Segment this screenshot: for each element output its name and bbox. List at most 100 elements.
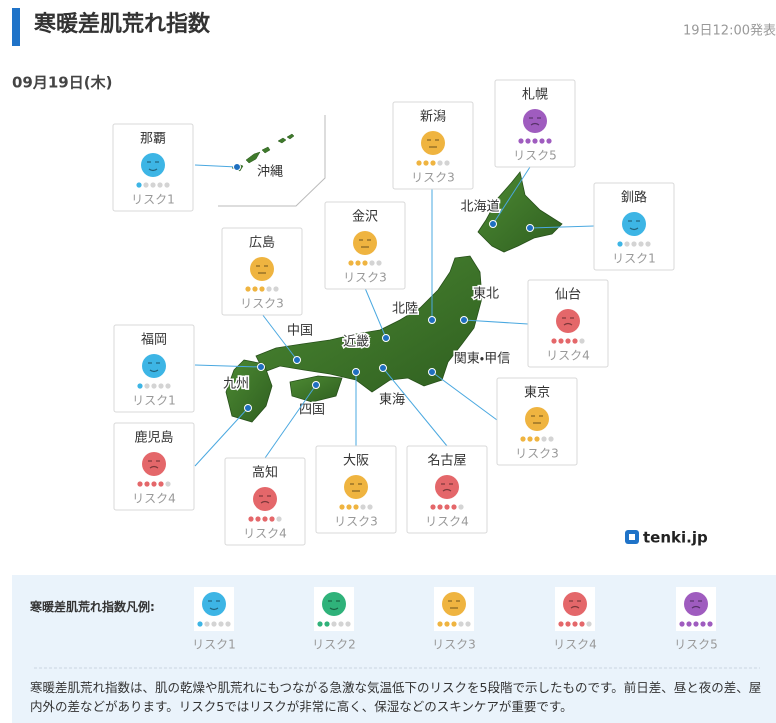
- risk-dot: [444, 621, 449, 626]
- face-circle: [525, 407, 549, 431]
- city-risk-label: リスク3: [411, 171, 455, 185]
- face-circle: [322, 592, 346, 616]
- risk-dot: [367, 504, 372, 509]
- risk-dot: [252, 286, 257, 291]
- logo-text: tenki.jp: [643, 529, 708, 547]
- city-point: [313, 382, 320, 389]
- risk-dot: [355, 260, 360, 265]
- face-circle: [142, 354, 166, 378]
- risk-face: [523, 109, 547, 133]
- legend-label: リスク4: [553, 638, 597, 652]
- risk-dot: [416, 160, 421, 165]
- risk-dot: [572, 621, 577, 626]
- city-risk-label: リスク3: [240, 297, 284, 311]
- logo-icon: [625, 530, 639, 544]
- risk-dot: [136, 182, 141, 187]
- face-circle: [622, 212, 646, 236]
- risk-dot: [376, 260, 381, 265]
- risk-face: [142, 354, 166, 378]
- risk-dot: [548, 436, 553, 441]
- city-risk-label: リスク3: [515, 447, 559, 461]
- city-name: 仙台: [555, 287, 581, 303]
- face-circle: [442, 592, 466, 616]
- risk-dot: [143, 182, 148, 187]
- face-circle: [253, 487, 277, 511]
- risk-face: [142, 452, 166, 476]
- risk-dot: [245, 286, 250, 291]
- logo-box-inner: [629, 534, 635, 540]
- risk-face: [563, 592, 587, 616]
- city-name: 大阪: [343, 454, 369, 469]
- risk-dot: [638, 241, 643, 246]
- risk-dot: [539, 138, 544, 143]
- city-risk-label: リスク4: [425, 515, 469, 529]
- risk-face: [250, 257, 274, 281]
- risk-dot: [269, 516, 274, 521]
- city-name: 名古屋: [427, 453, 466, 469]
- risk-dot: [339, 504, 344, 509]
- city-point: [490, 221, 497, 228]
- risk-dot: [572, 338, 577, 343]
- city-risk-label: リスク1: [132, 394, 176, 408]
- risk-dot: [444, 504, 449, 509]
- page-title: 寒暖差肌荒れ指数: [33, 11, 211, 37]
- risk-dot: [579, 621, 584, 626]
- city-name: 金沢: [352, 210, 378, 225]
- risk-dot: [204, 621, 209, 626]
- city-risk-label: リスク1: [131, 193, 175, 207]
- risk-dot: [164, 182, 169, 187]
- risk-dot: [707, 621, 712, 626]
- city-name: 那覇: [140, 132, 166, 147]
- city-point: [353, 369, 360, 376]
- region-label: 中国: [287, 324, 313, 339]
- risk-dot: [437, 504, 442, 509]
- city-risk-label: リスク5: [513, 149, 557, 163]
- risk-dot: [360, 504, 365, 509]
- risk-face: [141, 153, 165, 177]
- risk-face: [622, 212, 646, 236]
- risk-dot: [158, 481, 163, 486]
- risk-face: [525, 407, 549, 431]
- risk-dot: [165, 481, 170, 486]
- legend-title-box: 寒暖差肌荒れ指数凡例:: [30, 594, 170, 644]
- risk-dot: [157, 182, 162, 187]
- legend-label: リスク1: [192, 638, 236, 652]
- risk-dot: [430, 160, 435, 165]
- connector-line: [195, 165, 237, 167]
- date: 09月19日(木): [12, 74, 112, 92]
- region-label: 関東・甲信: [454, 351, 510, 367]
- face-circle: [684, 592, 708, 616]
- risk-dot: [451, 504, 456, 509]
- risk-dot: [262, 516, 267, 521]
- risk-dot: [546, 138, 551, 143]
- region-label: 東海: [379, 392, 405, 408]
- risk-face: [684, 592, 708, 616]
- region-label: 北海道: [460, 200, 499, 215]
- risk-dot: [451, 621, 456, 626]
- region-label: 近畿: [343, 335, 369, 350]
- risk-dot: [465, 621, 470, 626]
- risk-dot: [137, 383, 142, 388]
- risk-face: [435, 475, 459, 499]
- face-circle: [250, 257, 274, 281]
- face-circle: [421, 131, 445, 155]
- risk-face: [556, 309, 580, 333]
- risk-dot: [700, 621, 705, 626]
- city-name: 福岡: [141, 333, 167, 348]
- risk-dot: [679, 621, 684, 626]
- risk-dot: [437, 621, 442, 626]
- face-circle: [435, 475, 459, 499]
- risk-dot: [255, 516, 260, 521]
- city-name: 新潟: [420, 110, 446, 125]
- risk-dot: [144, 383, 149, 388]
- screen: 寒暖差肌荒れ指数 19日12:00発表 09月19日(木) 寒暖差肌荒れ指数凡例…: [0, 0, 776, 723]
- risk-dot: [458, 621, 463, 626]
- region-label: 四国: [299, 403, 325, 418]
- risk-dot: [211, 621, 216, 626]
- risk-dot: [151, 383, 156, 388]
- risk-dot: [423, 160, 428, 165]
- connector-line: [432, 372, 497, 420]
- city-point: [429, 369, 436, 376]
- city-name: 広島: [249, 236, 275, 251]
- risk-dot: [197, 621, 202, 626]
